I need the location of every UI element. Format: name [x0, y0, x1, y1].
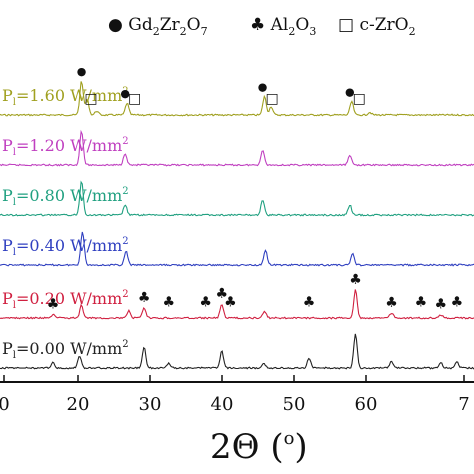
c-zro2-marker: □ — [84, 91, 97, 107]
series-line — [0, 333, 474, 370]
gd2zr2o7-marker: ● — [345, 85, 355, 98]
x-tick-label: 60 — [355, 394, 378, 415]
series-line — [0, 81, 474, 117]
al2o3-marker: ♣ — [162, 294, 175, 310]
legend: ● Gd2Zr2O7 ♣ Al2O3 □ c-ZrO2 — [108, 15, 416, 38]
x-ticks: 0 20 30 40 50 60 7 — [0, 375, 470, 415]
x-tick-label: 7 — [458, 394, 469, 415]
c-zro2-marker: □ — [265, 91, 278, 107]
series-2: Pl=0.80 W/mm2 — [0, 180, 474, 217]
al2o3-marker: ♣ — [451, 294, 464, 310]
al2o3-marker: ♣ — [138, 290, 151, 306]
legend-entry-gd2zr2o7: ● Gd2Zr2O7 — [108, 15, 208, 38]
al2o3-marker: ♣ — [199, 294, 212, 310]
series-label: Pl=0.80 W/mm2 — [2, 186, 129, 208]
x-tick-label: 20 — [67, 394, 90, 415]
al2o3-marker: ♣ — [415, 294, 428, 310]
x-tick-label: 0 — [0, 394, 10, 415]
series-4: Pl=0.20 W/mm2♣ ♣ ♣ ♣♣♣ ♣♣♣ ♣ ♣ ♣ — [0, 272, 474, 320]
series-label: Pl=1.20 W/mm2 — [2, 136, 129, 158]
al2o3-marker: ♣ — [216, 286, 229, 302]
series-label: Pl=0.20 W/mm2 — [2, 289, 129, 311]
series-line — [0, 231, 474, 267]
legend-marker-club: ♣ — [250, 15, 265, 35]
series-label: Pl=1.60 W/mm2 — [2, 86, 129, 108]
al2o3-marker: ♣ — [303, 294, 316, 310]
series-line — [0, 180, 474, 217]
series-5: Pl=0.00 W/mm2 — [0, 333, 474, 370]
al2o3-marker: ♣ — [47, 297, 60, 313]
series-label: Pl=0.00 W/mm2 — [2, 339, 129, 361]
x-tick-label: 50 — [283, 394, 306, 415]
series-0: Pl=1.60 W/mm2●□ ●□●□ ●□ — [0, 65, 474, 117]
al2o3-marker: ♣ — [385, 295, 398, 311]
al2o3-marker: ♣ — [435, 297, 448, 313]
series-layer: Pl=1.60 W/mm2●□ ●□●□ ●□Pl=1.20 W/mm2Pl=0.8… — [0, 65, 474, 370]
x-tick-label: 30 — [139, 394, 162, 415]
series-line — [0, 129, 474, 167]
legend-entry-al2o3: ♣ Al2O3 — [250, 15, 316, 38]
series-3: Pl=0.40 W/mm2 — [0, 231, 474, 267]
series-line — [0, 289, 474, 320]
x-axis-label: 2Θ (o) — [210, 427, 308, 467]
gd2zr2o7-marker: ● — [120, 87, 130, 100]
gd2zr2o7-marker: ● — [258, 80, 268, 93]
al2o3-marker: ♣ — [224, 294, 237, 310]
series-label: Pl=0.40 W/mm2 — [2, 236, 129, 258]
c-zro2-marker: □ — [128, 91, 141, 107]
c-zro2-marker: □ — [353, 91, 366, 107]
legend-marker-square: □ — [338, 15, 354, 35]
al2o3-marker: ♣ — [349, 272, 362, 288]
x-tick-label: 40 — [211, 394, 234, 415]
legend-entry-c-zro2: □ c-ZrO2 — [338, 15, 416, 38]
series-1: Pl=1.20 W/mm2 — [0, 129, 474, 167]
legend-marker-circle: ● — [108, 15, 123, 35]
gd2zr2o7-marker: ● — [77, 65, 87, 78]
